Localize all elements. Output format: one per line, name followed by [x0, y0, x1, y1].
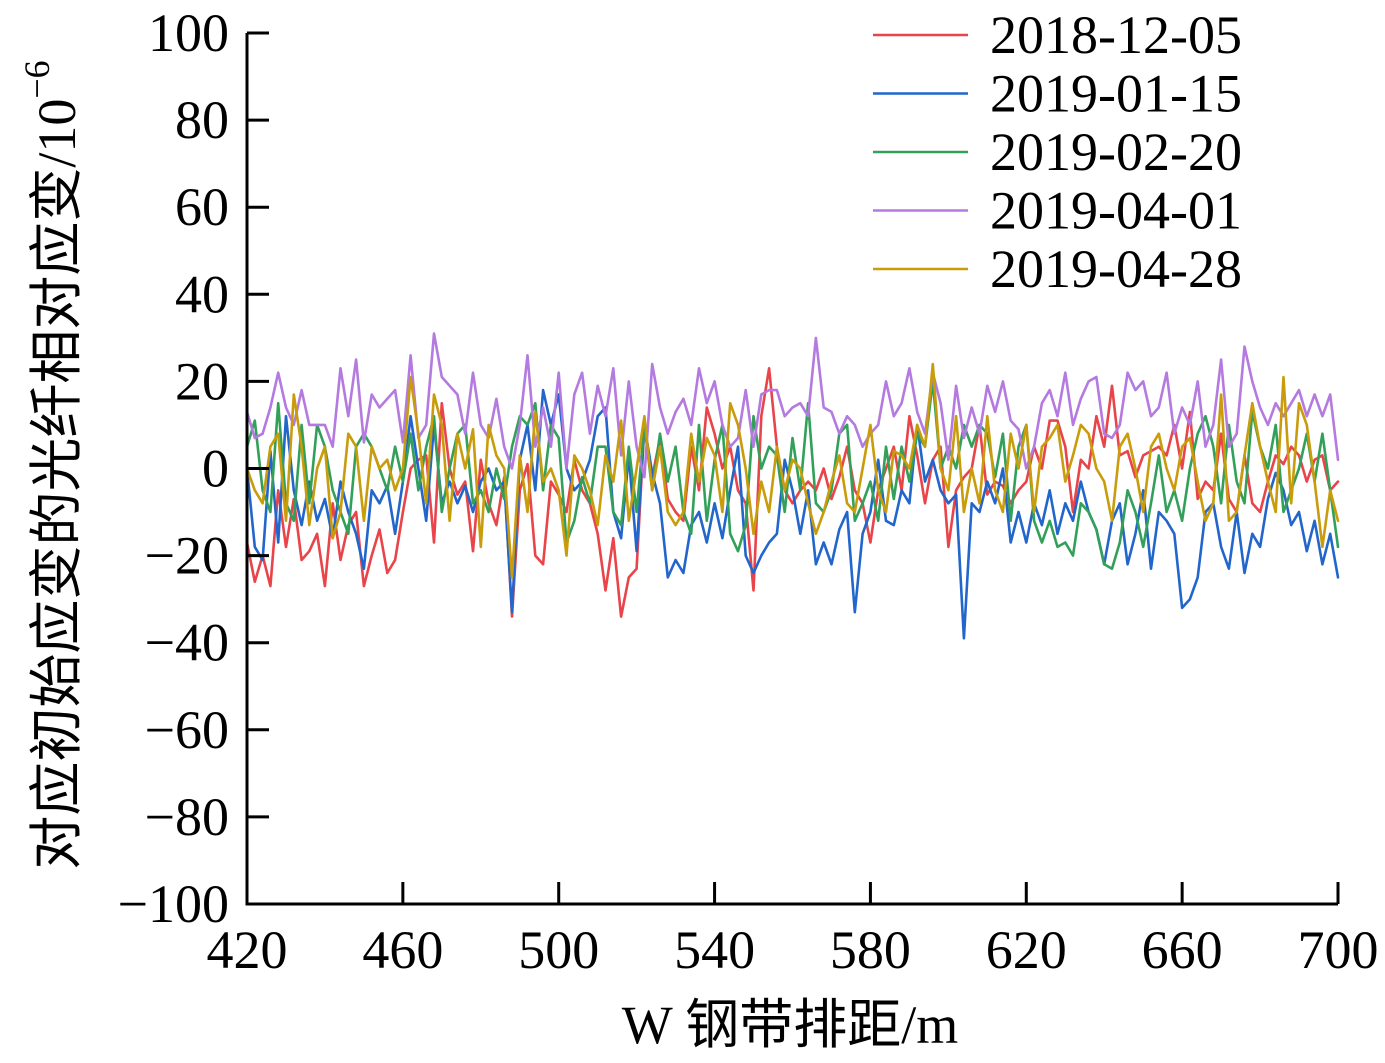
legend: 2018-12-052019-01-152019-02-202019-04-01… — [873, 5, 1242, 299]
y-tick-label: 60 — [175, 177, 229, 237]
y-tick-label: −40 — [145, 613, 229, 673]
y-tick-label: −20 — [145, 526, 229, 586]
x-tick-label: 500 — [518, 920, 599, 980]
legend-item: 2019-04-28 — [873, 239, 1242, 299]
series-line-2019-04-01 — [245, 332, 1340, 479]
y-tick-label: 20 — [175, 351, 229, 411]
series-layer — [245, 332, 1340, 640]
y-tick-label: 100 — [148, 3, 229, 63]
y-axis-label-text: 对应初始应变的光纤相对应变/10 — [27, 99, 87, 870]
legend-label: 2018-12-05 — [990, 5, 1242, 65]
x-tick-label: 540 — [674, 920, 755, 980]
series-line-2019-01-15 — [245, 388, 1340, 640]
legend-item: 2019-01-15 — [873, 64, 1242, 124]
legend-label: 2019-04-28 — [990, 239, 1242, 299]
x-tick-label: 620 — [986, 920, 1067, 980]
legend-label: 2019-01-15 — [990, 64, 1242, 124]
legend-item: 2019-04-01 — [873, 181, 1242, 241]
x-tick-label: 420 — [207, 920, 288, 980]
y-tick-label: 80 — [175, 90, 229, 150]
y-axis-label: 对应初始应变的光纤相对应变/10−6 — [17, 60, 87, 869]
x-tick-label: 580 — [830, 920, 911, 980]
y-tick-label: −80 — [145, 787, 229, 847]
x-axis-label: W 钢带排距/m — [622, 995, 959, 1055]
series-line-2019-02-20 — [245, 380, 1340, 571]
x-tick-label: 660 — [1142, 920, 1223, 980]
y-tick-label: −60 — [145, 700, 229, 760]
legend-item: 2018-12-05 — [873, 5, 1242, 65]
y-tick-label: −100 — [118, 874, 229, 934]
x-tick-label: 700 — [1298, 920, 1379, 980]
series-line-2019-04-28 — [245, 362, 1340, 579]
legend-label: 2019-04-01 — [990, 181, 1242, 241]
axes: −100 −80 −60 −40 −20 0 20 40 60 80 100 420 460 500 540… — [118, 3, 1379, 980]
y-tick-label: 0 — [202, 439, 229, 499]
y-axis-label-exponent: −6 — [17, 60, 57, 98]
legend-label: 2019-02-20 — [990, 122, 1242, 182]
legend-item: 2019-02-20 — [873, 122, 1242, 182]
y-tick-label: 40 — [175, 264, 229, 324]
x-tick-label: 460 — [362, 920, 443, 980]
